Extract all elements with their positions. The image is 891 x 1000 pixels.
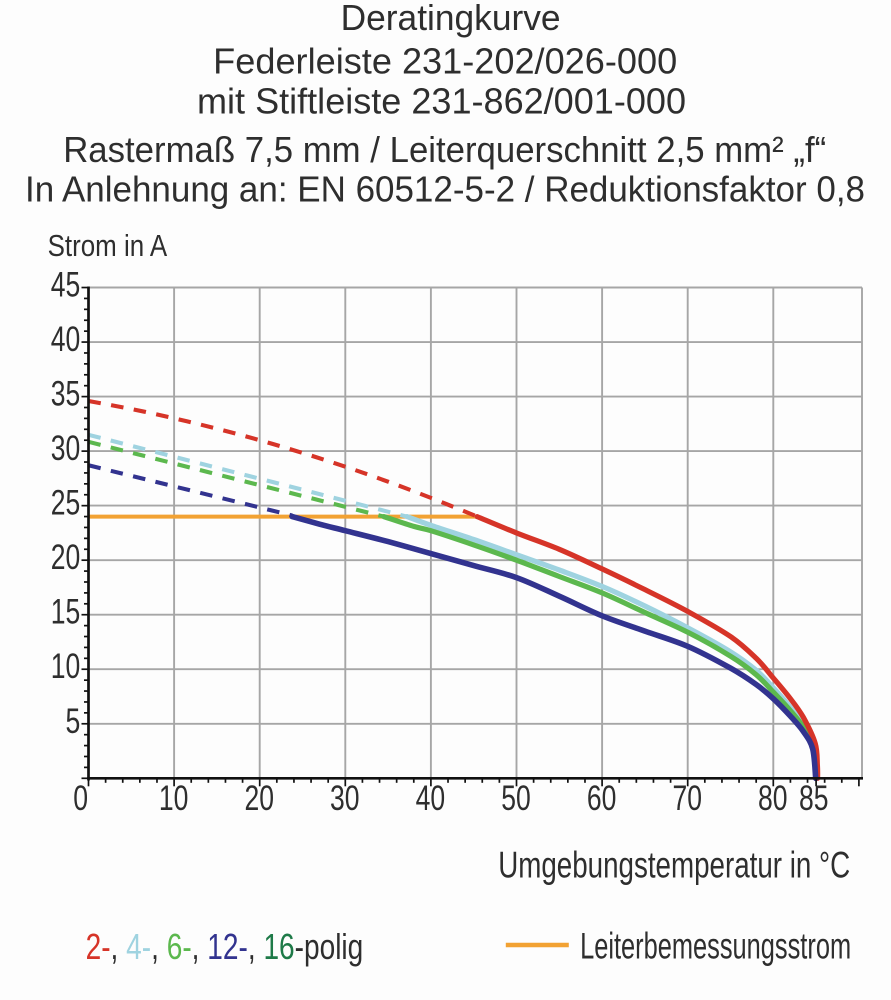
svg-text:80: 80 (758, 779, 788, 818)
svg-text:2-, 4-, 6-, 12-, 16-polig: 2-, 4-, 6-, 12-, 16-polig (86, 926, 364, 967)
svg-text:30: 30 (330, 779, 360, 818)
svg-text:60: 60 (587, 779, 617, 818)
svg-text:0: 0 (73, 779, 88, 818)
svg-text:30: 30 (51, 429, 81, 468)
svg-text:40: 40 (416, 779, 446, 818)
svg-text:20: 20 (51, 538, 81, 577)
svg-text:Leiterbemessungsstrom: Leiterbemessungsstrom (580, 926, 851, 967)
svg-text:85: 85 (799, 779, 829, 818)
svg-text:25: 25 (51, 484, 81, 523)
svg-text:10: 10 (159, 779, 189, 818)
svg-text:50: 50 (501, 779, 531, 818)
svg-text:15: 15 (51, 593, 81, 632)
svg-text:5: 5 (66, 702, 81, 741)
svg-text:In Anlehnung an: EN 60512-5-2: In Anlehnung an: EN 60512-5-2 / Reduktio… (25, 169, 865, 210)
svg-text:Deratingkurve: Deratingkurve (341, 0, 561, 38)
svg-text:20: 20 (244, 779, 274, 818)
svg-text:40: 40 (51, 320, 81, 359)
svg-text:Strom in A: Strom in A (48, 229, 168, 263)
svg-text:Rastermaß 7,5 mm / Leiterquers: Rastermaß 7,5 mm / Leiterquerschnitt 2,5… (63, 129, 826, 170)
svg-text:10: 10 (51, 647, 81, 686)
svg-text:35: 35 (51, 375, 81, 414)
svg-text:45: 45 (51, 266, 81, 305)
svg-text:mit Stiftleiste 231-862/001-00: mit Stiftleiste 231-862/001-000 (197, 81, 686, 122)
svg-text:Umgebungstemperatur in °C: Umgebungstemperatur in °C (498, 845, 850, 886)
svg-text:70: 70 (672, 779, 702, 818)
svg-text:Federleiste 231-202/026-000: Federleiste 231-202/026-000 (213, 41, 677, 82)
